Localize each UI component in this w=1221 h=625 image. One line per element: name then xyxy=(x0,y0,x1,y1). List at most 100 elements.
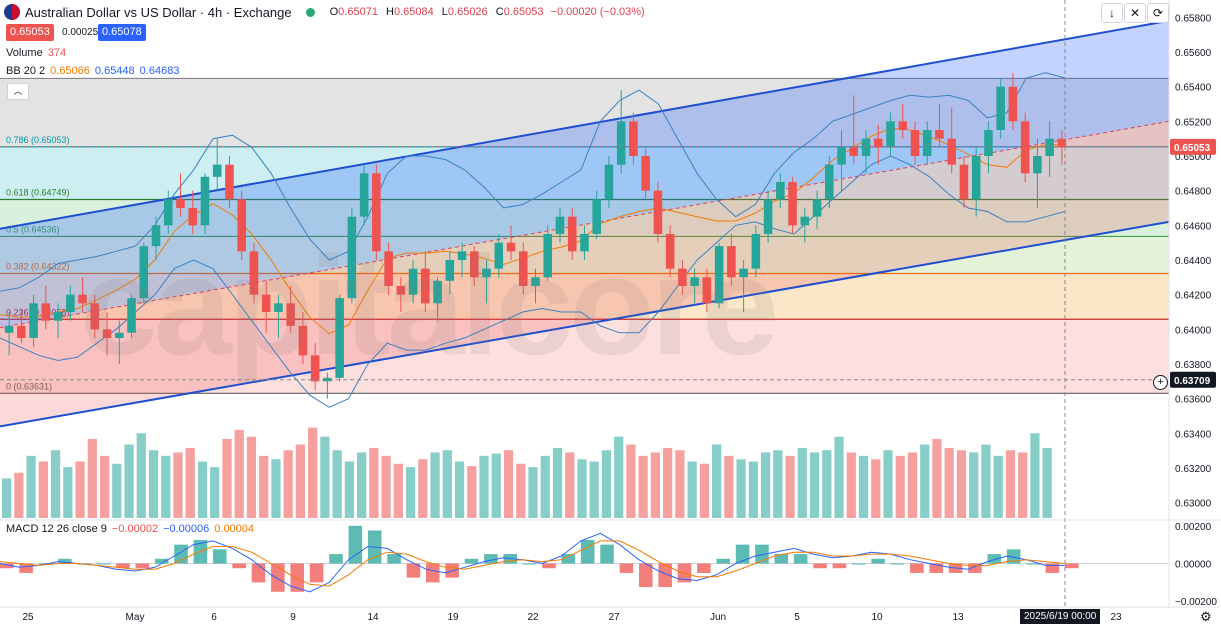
candle-body xyxy=(115,332,124,338)
fib-level-label: 0.382 (0.64322) xyxy=(6,262,70,272)
macd-hist-bar xyxy=(1026,563,1040,565)
volume-bar xyxy=(173,452,183,518)
macd-hist-bar xyxy=(58,558,72,564)
macd-hist-bar xyxy=(329,554,343,564)
x-tick-label: 25 xyxy=(22,612,34,623)
volume-bar xyxy=(14,472,24,518)
candle-body xyxy=(249,251,259,295)
volume-bar xyxy=(614,436,624,518)
volume-bar xyxy=(932,438,942,518)
market-status-icon xyxy=(305,7,315,17)
volume-bar xyxy=(2,478,12,518)
channel-upper-fill xyxy=(0,20,1169,328)
candle-body xyxy=(935,130,944,139)
macd-hist-bar xyxy=(232,563,246,569)
macd-hist-bar xyxy=(406,563,421,578)
candle-body xyxy=(200,176,210,226)
candle-body xyxy=(555,216,565,234)
macd-hist-bar xyxy=(580,539,595,564)
collapse-legend-button[interactable]: ︿ xyxy=(7,83,29,100)
gear-icon[interactable]: ⚙ xyxy=(1200,609,1212,624)
refresh-icon[interactable]: ⟳ xyxy=(1147,3,1169,23)
macd-hist-bar xyxy=(426,563,440,583)
macd-hist-bar xyxy=(96,563,111,565)
candle-body xyxy=(188,208,198,226)
arrow-down-icon[interactable]: ↓ xyxy=(1101,3,1123,23)
volume-bar xyxy=(148,450,159,518)
candle-body xyxy=(396,286,406,295)
volume-bar xyxy=(907,452,918,518)
x-tick-label: Jun xyxy=(710,612,726,623)
y-tick-label: 0.64200 xyxy=(1175,291,1212,302)
candle-body xyxy=(629,121,638,156)
volume-bar xyxy=(687,461,697,518)
candle-body xyxy=(727,246,736,278)
macd-hist-bar xyxy=(271,563,285,592)
candle-body xyxy=(1057,138,1067,148)
y-tick-label: 0.65000 xyxy=(1175,152,1212,163)
volume-legend[interactable]: Volume 374 xyxy=(6,47,67,59)
macd-hist-bar xyxy=(697,563,711,573)
candle-body xyxy=(470,251,479,278)
volume-bar xyxy=(993,455,1003,518)
volume-bar xyxy=(87,438,97,518)
macd-legend[interactable]: MACD 12 26 close 9 −0.00002 −0.00006 0.0000… xyxy=(6,523,255,535)
macd-hist-bar xyxy=(464,558,479,564)
macd-hist-bar xyxy=(154,558,169,564)
candle-body xyxy=(286,303,295,326)
volume-bar xyxy=(809,452,820,518)
sell-button[interactable]: 0.65053 xyxy=(6,24,54,41)
fib-band xyxy=(0,78,1169,147)
candle-body xyxy=(825,164,834,200)
candle-body xyxy=(482,268,491,278)
candle-body xyxy=(959,164,969,200)
macd-hist-bar xyxy=(619,563,634,573)
spread-value: 0.00025 xyxy=(62,27,99,38)
symbol-title[interactable]: Australian Dollar vs US Dollar · 4h · Ex… xyxy=(25,4,292,20)
candle-body xyxy=(359,173,369,217)
macd-hist-bar xyxy=(600,544,614,564)
y-tick-label: 0.63400 xyxy=(1175,429,1212,440)
buy-button[interactable]: 0.65078 xyxy=(98,24,146,41)
volume-bar xyxy=(50,450,61,518)
candle-body xyxy=(421,268,430,304)
volume-bar xyxy=(969,452,979,518)
volume-bar xyxy=(210,467,220,518)
macd-hist-bar xyxy=(0,563,14,569)
candle-body xyxy=(433,280,442,304)
volume-bar xyxy=(565,452,575,518)
candle-body xyxy=(212,164,222,177)
y-tick-label: 0.65400 xyxy=(1175,83,1212,94)
volume-bar xyxy=(760,452,771,518)
macd-hist-bar xyxy=(1045,563,1060,573)
macd-hist-bar xyxy=(1006,549,1021,564)
candle-body xyxy=(788,182,797,226)
macd-hist-bar xyxy=(735,544,750,564)
volume-bar xyxy=(308,427,318,518)
candle-body xyxy=(873,138,883,148)
x-tick-label: 6 xyxy=(211,612,217,623)
candle-body xyxy=(971,156,981,200)
volume-bar xyxy=(650,452,661,518)
volume-bar xyxy=(785,455,795,518)
candle-body xyxy=(298,325,308,356)
candle-body xyxy=(1020,121,1030,174)
macd-hist-bar xyxy=(213,549,227,564)
candle-body xyxy=(41,303,51,321)
fib-band xyxy=(0,319,1169,394)
close-x-icon[interactable]: ✕ xyxy=(1124,3,1146,23)
volume-bar xyxy=(1042,447,1052,518)
y-tick-label: 0.64600 xyxy=(1175,221,1212,232)
candle-body xyxy=(751,234,761,269)
add-alert-icon[interactable]: + xyxy=(1153,375,1168,390)
y-tick-label: 0.64800 xyxy=(1175,187,1212,198)
volume-bar xyxy=(601,450,612,518)
macd-hist-bar xyxy=(251,563,266,583)
bb-legend[interactable]: BB 20 2 0.65066 0.65448 0.64683 xyxy=(6,65,180,77)
candle-body xyxy=(347,216,357,299)
macd-hist-bar xyxy=(19,563,33,573)
volume-bar xyxy=(320,436,330,518)
candle-body xyxy=(592,199,601,234)
candle-body xyxy=(665,234,675,269)
